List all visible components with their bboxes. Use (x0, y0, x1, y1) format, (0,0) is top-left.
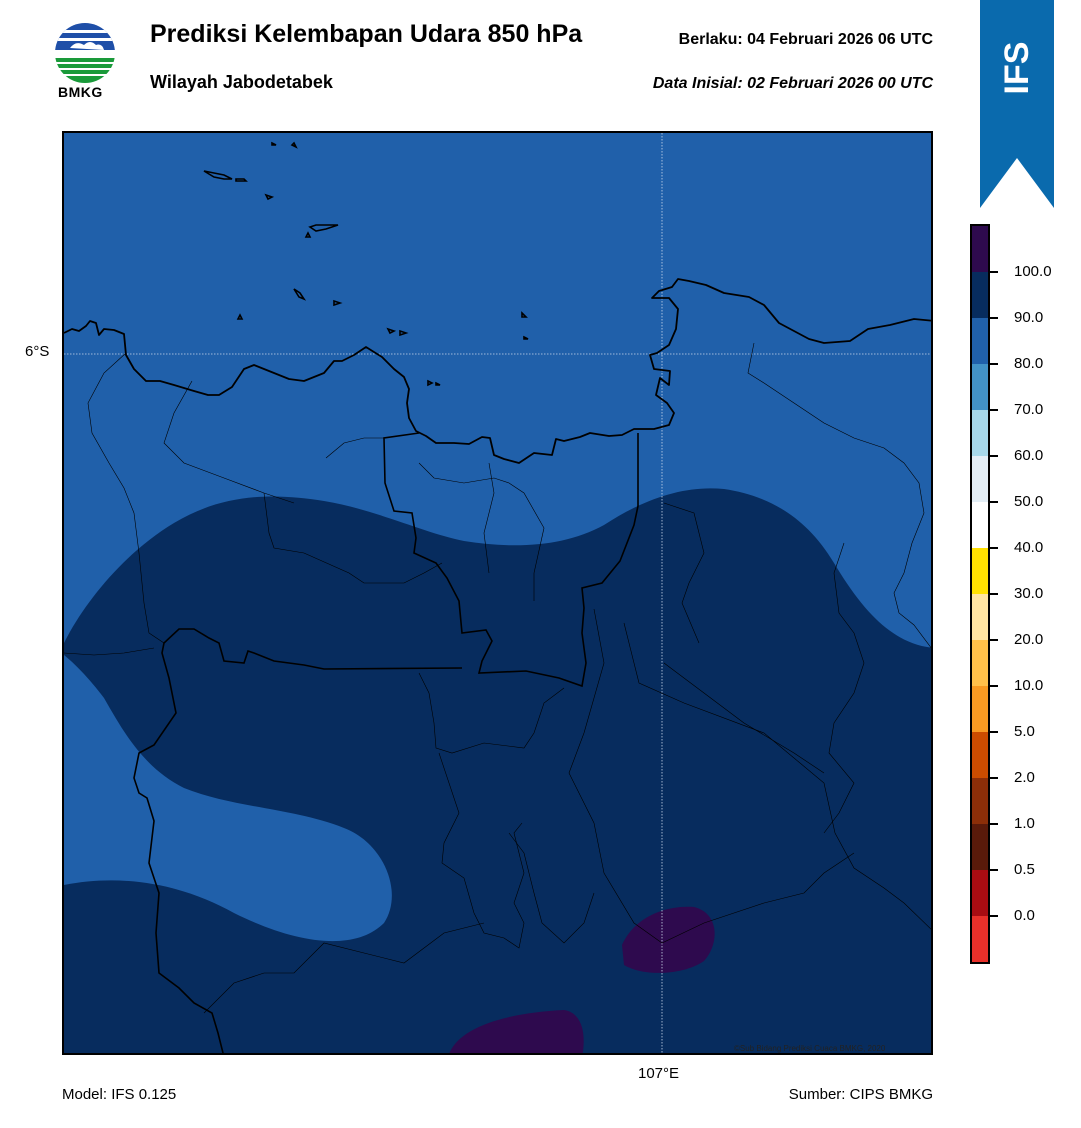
colorbar-tick (990, 593, 998, 595)
colorbar-segment (972, 732, 988, 778)
colorbar-segment (972, 824, 988, 870)
ifs-label: IFS (980, 28, 1054, 108)
colorbar-tick-label: 40.0 (1014, 539, 1044, 556)
colorbar-tick (990, 501, 998, 503)
colorbar-tick-label: 100.0 (1014, 263, 1052, 280)
humidity-map (62, 131, 933, 1055)
model-label: Model: IFS 0.125 (62, 1086, 177, 1103)
colorbar-segment (972, 226, 988, 272)
ifs-ribbon (980, 0, 1054, 208)
colorbar-ticks: 100.0 90.0 80.0 70.0 60.0 50.0 40.0 30.0 20.0 10.… (990, 224, 1070, 964)
regency-borders (64, 342, 931, 1014)
colorbar-segment (972, 870, 988, 916)
colorbar-tick (990, 823, 998, 825)
colorbar-segment (972, 640, 988, 686)
region-subtitle: Wilayah Jabodetabek (150, 72, 333, 92)
colorbar-tick-label: 50.0 (1014, 493, 1044, 510)
colorbar-tick-label: 60.0 (1014, 447, 1044, 464)
colorbar-segment (972, 456, 988, 502)
humidity-band-100-south (449, 1010, 584, 1053)
colorbar-tick-label: 70.0 (1014, 401, 1044, 418)
colorbar-tick-label: 1.0 (1014, 815, 1035, 832)
page-title: Prediksi Kelembapan Udara 850 hPa (150, 20, 583, 48)
colorbar-segment (972, 364, 988, 410)
colorbar-segment (972, 686, 988, 732)
ifs-label-text: IFS (998, 42, 1036, 95)
colorbar-tick (990, 547, 998, 549)
humidity-band-90-100 (64, 488, 931, 1053)
colorbar-tick (990, 317, 998, 319)
islands (203, 141, 529, 387)
colorbar-tick (990, 363, 998, 365)
colorbar-tick (990, 869, 998, 871)
colorbar-segment (972, 548, 988, 594)
colorbar-tick (990, 639, 998, 641)
colorbar-segment (972, 272, 988, 318)
longitude-label: 107°E (638, 1065, 680, 1082)
colorbar-tick (990, 455, 998, 457)
colorbar-tick-label: 0.5 (1014, 861, 1035, 878)
colorbar-tick (990, 685, 998, 687)
colorbar-tick (990, 731, 998, 733)
colorbar-tick-label: 2.0 (1014, 769, 1035, 786)
logo-text: BMKG (58, 84, 103, 100)
colorbar-tick-label: 30.0 (1014, 585, 1044, 602)
colorbar-tick (990, 409, 998, 411)
colorbar-tick-label: 90.0 (1014, 309, 1044, 326)
province-border (383, 432, 639, 688)
colorbar-tick-label: 5.0 (1014, 723, 1035, 740)
colorbar-segment (972, 594, 988, 640)
colorbar-tick (990, 271, 998, 273)
colorbar (970, 224, 990, 964)
colorbar-tick (990, 777, 998, 779)
colorbar-tick-label: 80.0 (1014, 355, 1044, 372)
province-border (133, 628, 463, 1053)
colorbar-tick (990, 915, 998, 917)
initial-data-label: Data Inisial: 02 Februari 2026 00 UTC (652, 75, 933, 92)
source-label: Sumber: CIPS BMKG (788, 1086, 933, 1103)
bmkg-logo-icon (52, 20, 118, 100)
colorbar-tick-label: 0.0 (1014, 907, 1035, 924)
colorbar-segment (972, 502, 988, 548)
colorbar-tick-label: 10.0 (1014, 677, 1044, 694)
coastline (64, 278, 931, 464)
valid-time-label: Berlaku: 04 Februari 2026 06 UTC (678, 31, 933, 48)
latitude-label: 6°S (25, 343, 50, 360)
colorbar-tick-label: 20.0 (1014, 631, 1044, 648)
colorbar-segment (972, 410, 988, 456)
colorbar-segment (972, 318, 988, 364)
colorbar-segment (972, 778, 988, 824)
colorbar-segment (972, 916, 988, 962)
map-credit: ©Sub Bidang Prediksi Cuaca BMKG, 2020 (734, 1044, 886, 1053)
